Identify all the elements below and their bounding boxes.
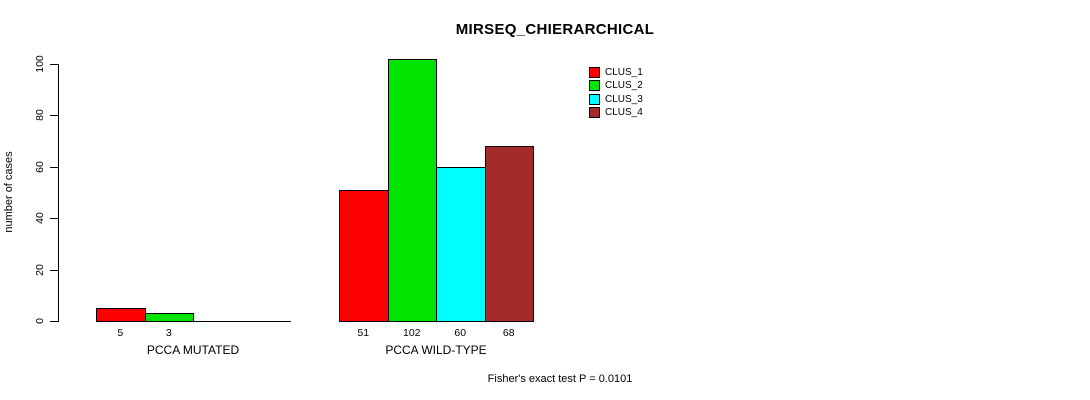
legend-item-clus-1: CLUS_1 bbox=[589, 66, 643, 79]
y-axis-label: number of cases bbox=[3, 151, 15, 233]
y-axis-tick-label: 80 bbox=[34, 109, 46, 122]
bar-clus-4-pcca-wild-type bbox=[484, 146, 534, 322]
y-axis-tick-label: 60 bbox=[34, 160, 46, 173]
y-axis-tick bbox=[50, 269, 59, 271]
legend-item-clus-2: CLUS_2 bbox=[589, 79, 643, 92]
bar-value-label: 51 bbox=[357, 327, 370, 339]
legend-item-clus-3: CLUS_3 bbox=[589, 93, 643, 106]
y-axis-tick bbox=[50, 218, 59, 220]
bar-clus-3-pcca-wild-type bbox=[436, 166, 486, 322]
y-axis-line bbox=[58, 64, 59, 322]
legend-color-swatch bbox=[589, 67, 600, 78]
category-label-pcca-mutated: PCCA MUTATED bbox=[146, 343, 240, 357]
bar-value-label: 60 bbox=[454, 327, 467, 339]
legend-color-swatch bbox=[589, 106, 600, 118]
y-axis-tick bbox=[50, 115, 59, 117]
y-axis-tick-label: 40 bbox=[34, 212, 46, 225]
legend-item-clus-4: CLUS_4 bbox=[589, 106, 643, 119]
bar-clus-1-pcca-wild-type bbox=[339, 189, 389, 322]
chart-title: MIRSEQ_CHIERARCHICAL bbox=[455, 21, 655, 38]
bar-clus-1-pcca-mutated bbox=[96, 308, 146, 322]
bar-clus-2-pcca-mutated bbox=[144, 313, 194, 322]
legend-label: CLUS_4 bbox=[605, 106, 643, 118]
y-axis-tick bbox=[50, 64, 59, 65]
y-axis-tick-label: 0 bbox=[34, 318, 46, 324]
legend-label: CLUS_3 bbox=[605, 93, 643, 105]
annotation-text: Fisher's exact test P = 0.0101 bbox=[487, 373, 633, 385]
legend-label: CLUS_2 bbox=[605, 80, 643, 92]
legend-label: CLUS_1 bbox=[605, 67, 643, 78]
legend-color-swatch bbox=[589, 93, 600, 105]
y-axis-tick bbox=[50, 166, 59, 168]
bar-value-label: 5 bbox=[117, 327, 124, 339]
y-axis-tick-label: 100 bbox=[34, 55, 46, 73]
bar-clus-2-pcca-wild-type bbox=[387, 58, 437, 322]
y-axis-tick bbox=[50, 321, 59, 322]
y-axis-tick-label: 20 bbox=[34, 263, 46, 276]
bar-value-label: 68 bbox=[502, 327, 515, 339]
category-label-pcca-wild-type: PCCA WILD-TYPE bbox=[385, 343, 487, 357]
bar-value-label: 102 bbox=[402, 327, 421, 339]
legend-color-swatch bbox=[589, 80, 600, 92]
bar-value-label: 3 bbox=[165, 327, 172, 339]
